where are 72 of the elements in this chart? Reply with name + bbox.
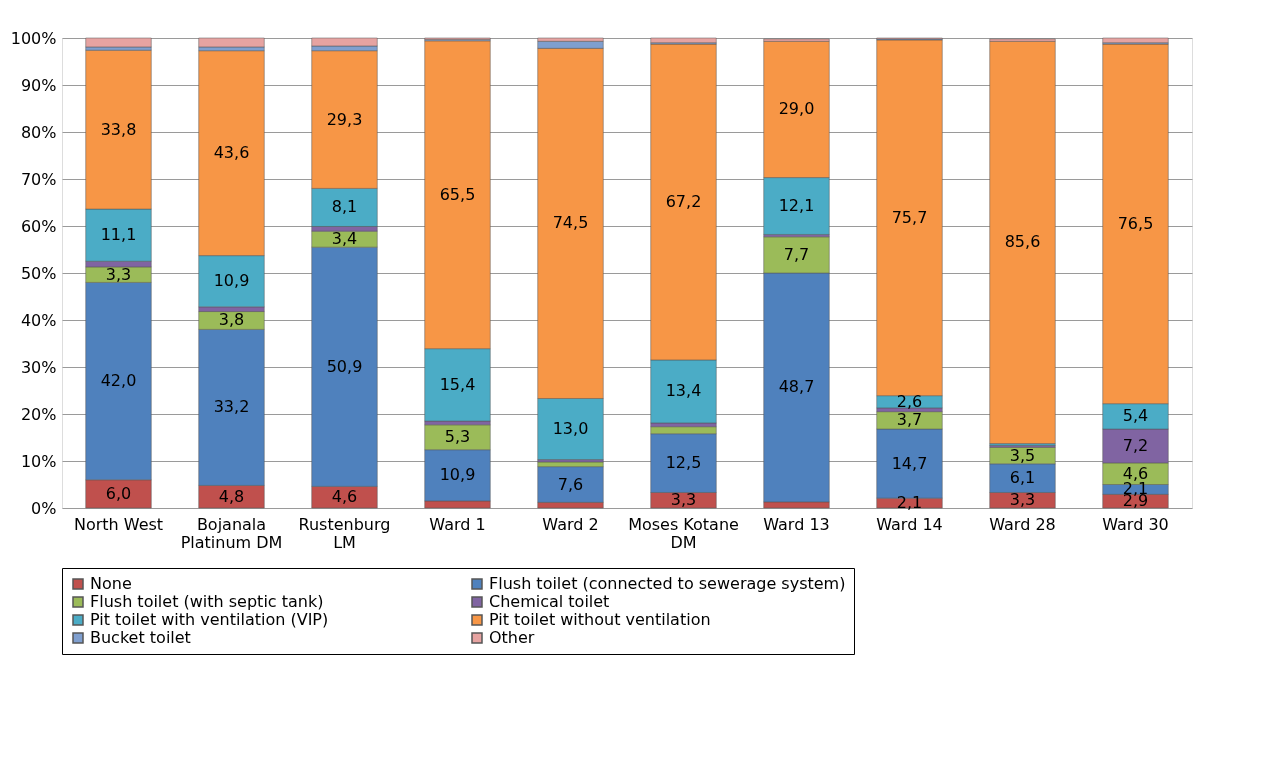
data-label: 13,0 [552,419,589,439]
data-label: 43,6 [213,143,250,163]
data-label: 74,5 [552,213,589,233]
data-label: 12,5 [665,453,702,473]
legend-label: Other [489,628,535,647]
y-tick-label: 10% [20,451,57,471]
legend-label: Flush toilet (with septic tank) [90,592,324,611]
data-label: 8,1 [331,197,358,217]
x-tick-label: Ward 28 [989,514,1056,534]
legend-label: None [90,574,132,593]
data-label: 29,3 [326,109,363,129]
data-label: 67,2 [665,192,702,212]
x-tick-label: Ward 14 [876,514,943,534]
y-tick-label: 30% [20,357,57,377]
data-label: 4,8 [218,486,245,506]
x-tick-label: Ward 1 [429,514,486,534]
data-label: 5,4 [1122,406,1149,426]
data-label: 3,3 [670,490,697,510]
data-label: 7,7 [783,244,810,264]
data-label: 4,6 [331,487,358,507]
legend-label: Flush toilet (connected to sewerage system) [489,574,846,593]
data-label: 3,5 [1009,445,1036,465]
data-label: 3,7 [896,410,923,430]
data-label: 75,7 [891,207,928,227]
x-tick-label: North West [73,514,164,534]
data-label: 12,1 [778,196,815,216]
data-label: 3,3 [1009,490,1036,510]
data-label: 3,4 [331,229,358,249]
data-label: 2,1 [896,493,923,513]
data-label: 7,6 [557,474,584,494]
x-tick-label: Bojanala Platinum DM [180,514,283,552]
data-label: 48,7 [778,377,815,397]
data-label: 15,4 [439,374,476,394]
legend-label: Pit toilet with ventilation (VIP) [90,610,329,629]
x-tick-label: Ward 13 [763,514,830,534]
data-label: 50,9 [326,356,363,376]
data-label: 42,0 [100,371,137,391]
data-label: 85,6 [1004,232,1041,252]
data-label: 7,2 [1122,435,1149,455]
data-label: 14,7 [891,453,928,473]
x-tick-label: Moses Kotane DM [628,514,739,552]
data-label: 3,8 [218,310,245,330]
data-label: 13,4 [665,381,702,401]
data-label: 76,5 [1117,213,1154,233]
y-tick-label: 90% [20,75,57,95]
data-label: 33,8 [100,119,137,139]
x-tick-label: Ward 30 [1102,514,1169,534]
y-tick-label: 50% [20,263,57,283]
legend-label: Pit toilet without ventilation [489,610,711,629]
data-label: 11,1 [100,225,137,245]
data-label: 4,6 [1122,463,1149,483]
data-label: 65,5 [439,184,476,204]
data-label: 10,9 [439,465,476,485]
data-label: 3,3 [105,264,132,284]
y-tick-label: 0% [31,498,57,518]
data-label: 2,6 [896,391,923,411]
y-tick-label: 100% [10,28,57,48]
y-tick-label: 20% [20,404,57,424]
data-label: 6,0 [105,483,132,503]
x-tick-label: Ward 2 [542,514,599,534]
y-tick-label: 80% [20,122,57,142]
y-tick-label: 70% [20,169,57,189]
data-label: 5,3 [444,427,471,447]
legend-label: Chemical toilet [489,592,610,611]
y-tick-label: 40% [20,310,57,330]
x-tick-label: Rustenburg LM [298,514,391,552]
y-tick-label: 60% [20,216,57,236]
data-label: 29,0 [778,99,815,119]
data-label: 10,9 [213,271,250,291]
legend-label: Bucket toilet [90,628,191,647]
data-label: 6,1 [1009,468,1036,488]
data-label: 33,2 [213,397,250,417]
